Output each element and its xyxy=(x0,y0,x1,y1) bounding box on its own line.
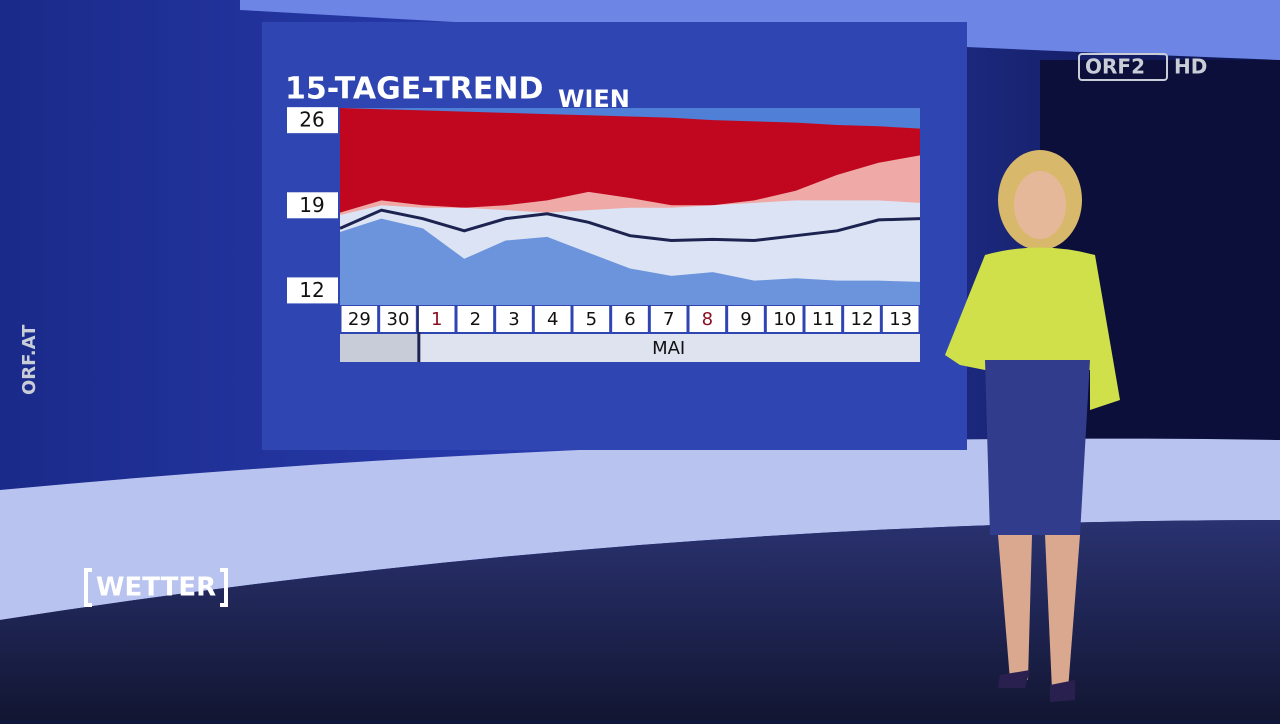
channel-logo: ORF2 xyxy=(1085,55,1145,79)
x-tick-label: 5 xyxy=(586,309,597,330)
chart-title: 15-TAGE-TREND xyxy=(285,72,543,107)
presenter xyxy=(945,150,1120,702)
x-tick-label: 7 xyxy=(663,309,674,330)
x-tick-box xyxy=(341,306,378,332)
x-tick-label: 29 xyxy=(348,309,371,330)
x-tick-box xyxy=(612,306,648,332)
y-tick-label: 19 xyxy=(299,193,324,217)
hd-logo: HD xyxy=(1174,55,1207,79)
x-tick-label: 1 xyxy=(431,309,442,330)
y-tick-label: 12 xyxy=(299,278,324,302)
prev-month-cell xyxy=(340,334,418,362)
studio-floor xyxy=(0,520,1280,720)
month-row xyxy=(340,334,920,362)
x-tick-label: 11 xyxy=(812,309,835,330)
channel-box xyxy=(1078,53,1168,81)
x-tick-label: 13 xyxy=(889,309,912,330)
x-tick-box xyxy=(728,306,764,332)
show-bracket xyxy=(84,568,228,607)
y-tick-box xyxy=(287,107,338,134)
x-tick-box xyxy=(844,306,880,332)
x-tick-box xyxy=(766,306,803,332)
x-tick-box xyxy=(805,306,842,332)
x-tick-box xyxy=(457,306,494,332)
band-area xyxy=(340,218,920,305)
y-tick-box xyxy=(287,277,338,304)
show-logo: WETTER xyxy=(96,573,216,603)
month-separator xyxy=(417,306,421,362)
x-tick-label: 2 xyxy=(470,309,481,330)
x-tick-box xyxy=(882,306,919,332)
x-tick-label: 10 xyxy=(773,309,796,330)
x-tick-box xyxy=(573,306,610,332)
studio-rim xyxy=(0,438,1280,620)
x-tick-box xyxy=(418,306,455,332)
x-tick-box xyxy=(496,306,532,332)
month-label: MAI xyxy=(652,338,685,359)
site-logo: ORF.AT xyxy=(19,324,40,395)
y-tick-label: 26 xyxy=(299,108,324,132)
x-tick-box xyxy=(534,306,571,332)
x-tick-label: 8 xyxy=(702,309,713,330)
x-tick-label: 9 xyxy=(740,309,751,330)
x-tick-label: 30 xyxy=(387,309,410,330)
median-line xyxy=(339,208,921,243)
x-tick-label: 12 xyxy=(851,309,874,330)
y-tick-box xyxy=(287,192,338,219)
x-tick-box xyxy=(689,306,726,332)
x-tick-box xyxy=(650,306,687,332)
x-tick-label: 3 xyxy=(508,309,519,330)
x-tick-label: 6 xyxy=(624,309,635,330)
x-tick-label: 4 xyxy=(547,309,558,330)
x-tick-box xyxy=(380,306,416,332)
